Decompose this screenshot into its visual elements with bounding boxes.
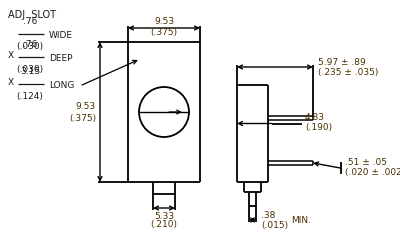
Text: WIDE: WIDE <box>49 30 73 40</box>
Text: 5.33: 5.33 <box>154 211 174 221</box>
Text: (.235 ± .035): (.235 ± .035) <box>318 67 378 77</box>
Text: (.210): (.210) <box>150 220 178 228</box>
Text: (.030): (.030) <box>16 42 44 51</box>
Text: .76: .76 <box>23 40 37 49</box>
Text: .51 ± .05: .51 ± .05 <box>345 158 387 167</box>
Text: .76: .76 <box>23 17 37 26</box>
Text: .38: .38 <box>261 210 275 220</box>
Text: 9.53: 9.53 <box>154 17 174 25</box>
Text: (.124): (.124) <box>16 92 44 101</box>
Text: DEEP: DEEP <box>49 54 72 62</box>
Text: (.015): (.015) <box>261 221 288 229</box>
Text: 9.53: 9.53 <box>76 102 96 110</box>
Text: 3.15: 3.15 <box>20 67 40 76</box>
Text: MIN.: MIN. <box>291 215 311 225</box>
Text: X: X <box>8 50 14 60</box>
Text: X: X <box>8 78 14 86</box>
Text: LONG: LONG <box>49 81 74 89</box>
Text: 5.97 ± .89: 5.97 ± .89 <box>318 58 366 66</box>
Text: (.375): (.375) <box>69 114 96 123</box>
Text: (.020 ± .002): (.020 ± .002) <box>345 168 400 177</box>
Text: (.030): (.030) <box>16 65 44 74</box>
Text: ADJ. SLOT: ADJ. SLOT <box>8 10 56 20</box>
Text: (.190): (.190) <box>305 123 332 132</box>
Text: 4.83: 4.83 <box>305 113 325 122</box>
Text: (.375): (.375) <box>150 27 178 37</box>
